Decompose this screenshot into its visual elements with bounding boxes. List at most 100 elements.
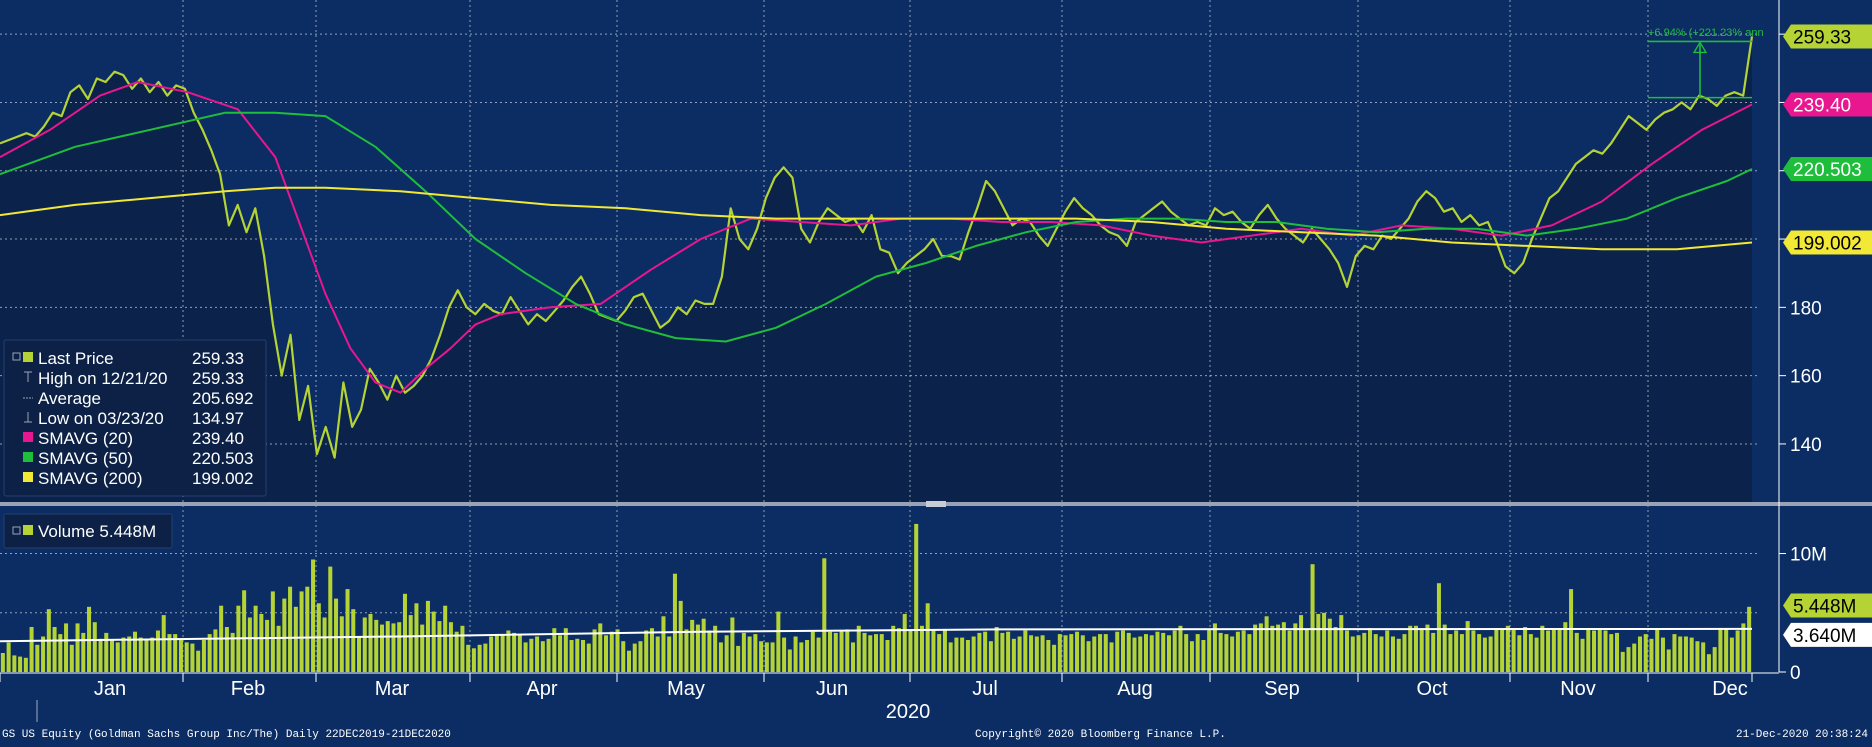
volume-bar — [1195, 634, 1200, 672]
volume-bar — [707, 630, 712, 672]
volume-bar — [925, 603, 930, 672]
volume-bar — [1310, 564, 1315, 672]
volume-bar — [1006, 631, 1011, 672]
volume-bar — [431, 611, 436, 672]
volume-bar — [1597, 628, 1602, 672]
volume-bar — [667, 636, 672, 672]
volume-bar — [1557, 628, 1562, 672]
volume-bar — [52, 627, 57, 672]
series-line-last-price — [0, 36, 1754, 459]
volume-bar — [793, 636, 798, 672]
volume-bar — [276, 625, 281, 672]
x-tick-label: Sep — [1264, 678, 1300, 700]
volume-bar — [684, 629, 689, 672]
volume-bar — [305, 586, 310, 672]
volume-bar — [1454, 630, 1459, 672]
price-tag-shape — [1783, 157, 1872, 182]
volume-bar — [506, 630, 511, 672]
volume-bar — [1155, 631, 1160, 672]
volume-bar — [1023, 630, 1028, 672]
volume-bar — [466, 644, 471, 672]
volume-bar — [787, 649, 792, 672]
volume-bar — [672, 573, 677, 672]
legend-marker — [23, 472, 33, 482]
volume-bar — [1373, 634, 1378, 672]
volume-bar — [1138, 636, 1143, 672]
volume-bar — [862, 632, 867, 672]
volume-bar — [1615, 632, 1620, 672]
volume-bar — [1523, 627, 1528, 672]
volume-bar — [1075, 631, 1080, 672]
volume-bar — [885, 640, 890, 672]
volume-bar — [994, 627, 999, 672]
volume-bar — [851, 642, 856, 672]
volume-bar — [259, 614, 264, 672]
volume-bar — [1448, 634, 1453, 672]
volume-bar — [649, 628, 654, 672]
volume-bar — [1471, 630, 1476, 672]
volume-bar — [178, 640, 183, 672]
volume-bar — [879, 634, 884, 672]
volume-bar — [402, 593, 407, 672]
volume-bar — [1339, 615, 1344, 672]
price-tag-text: 259.33 — [1793, 27, 1851, 48]
volume-bar — [23, 657, 28, 672]
volume-bar — [1235, 631, 1240, 672]
volume-bar — [822, 558, 827, 672]
volume-bar — [615, 629, 620, 672]
volume-bar — [1350, 636, 1355, 672]
performance-annotation: +6.94% (+221.23% ann — [1648, 27, 1764, 99]
volume-bar — [454, 631, 459, 672]
volume-bar — [512, 632, 517, 672]
price-tag-text: 199.002 — [1793, 233, 1862, 254]
volume-bar — [1683, 636, 1688, 672]
x-tick-label: Apr — [526, 678, 557, 700]
volume-bar — [1672, 634, 1677, 672]
volume-bar — [1224, 634, 1229, 672]
volume-bar — [1345, 630, 1350, 672]
volume-bar — [954, 637, 959, 672]
volume-bar — [1034, 636, 1039, 672]
volume-bar — [1735, 630, 1740, 672]
volume-bar — [408, 615, 413, 672]
volume-y-tick-label: 10M — [1790, 545, 1827, 566]
volume-bar — [190, 643, 195, 672]
series-line-smavg-50- — [0, 111, 1753, 343]
volume-bar — [1701, 642, 1706, 672]
price-tag-text: 220.503 — [1793, 160, 1862, 181]
volume-bar — [144, 638, 149, 672]
volume-bar — [741, 632, 746, 672]
volume-bar — [1069, 634, 1074, 672]
volume-bar — [621, 641, 626, 672]
legend-label: SMAVG (50) — [38, 449, 133, 468]
legend-value: 259.33 — [192, 349, 244, 368]
axes: 140 160 180 0 10M Jan Feb Mar Apr May Jun Jul Aug Sep… — [0, 0, 1872, 722]
volume-bar — [1362, 632, 1367, 672]
volume-bar — [839, 630, 844, 672]
volume-bar — [1132, 637, 1137, 672]
volume-bar — [397, 622, 402, 672]
volume-bar — [1660, 637, 1665, 672]
volume-legend-label: Volume 5.448M — [38, 522, 156, 541]
x-tick-label: Feb — [231, 678, 265, 700]
volume-bar — [845, 629, 850, 672]
volume-bar — [201, 640, 206, 672]
volume-bars — [0, 523, 1753, 672]
volume-bar — [1299, 615, 1304, 672]
volume-bar — [586, 643, 591, 672]
volume-bar — [328, 566, 333, 672]
volume-bar — [1569, 589, 1574, 672]
y-tick-label: 160 — [1790, 367, 1822, 388]
volume-bar — [1609, 634, 1614, 672]
volume-bar — [213, 629, 218, 672]
series-line-smavg-20- — [0, 81, 1753, 394]
year-label: 2020 — [886, 701, 931, 723]
volume-bar — [1706, 654, 1711, 672]
volume-bar — [1511, 628, 1516, 672]
volume-bar — [1729, 637, 1734, 672]
volume-bar — [868, 635, 873, 672]
volume-bar — [1080, 635, 1085, 672]
x-tick-label: Dec — [1712, 678, 1748, 700]
volume-bar — [598, 623, 603, 672]
